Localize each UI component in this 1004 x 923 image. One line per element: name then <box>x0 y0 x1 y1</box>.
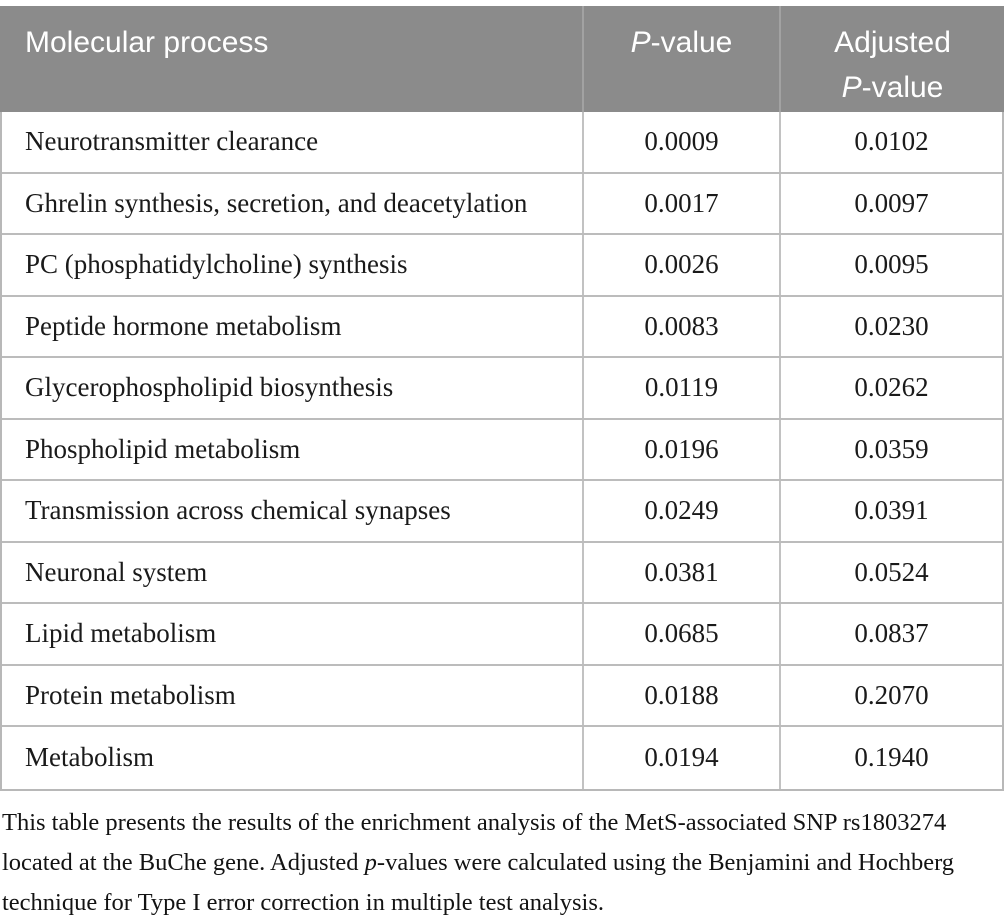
adjusted-p-value-cell: 0.0391 <box>779 481 1002 541</box>
adjusted-p-italic-p: P <box>841 71 862 104</box>
table-row: Transmission across chemical synapses 0.… <box>2 481 1002 543</box>
table-row: Neuronal system 0.0381 0.0524 <box>2 542 1002 604</box>
column-header-adjusted-p-value: Adjusted P-value <box>779 6 1004 112</box>
p-value-cell: 0.0381 <box>582 542 779 602</box>
p-value-cell: 0.0083 <box>582 296 779 356</box>
process-cell: Neurotransmitter clearance <box>25 126 319 157</box>
process-cell: Protein metabolism <box>25 679 236 710</box>
footnote-text-2: -values were calculated using the Benjam… <box>2 848 955 916</box>
p-value-rest: -value <box>650 26 733 59</box>
process-cell: Ghrelin synthesis, secretion, and deacet… <box>25 187 528 218</box>
adjusted-p-value-cell: 0.2070 <box>779 665 1002 725</box>
process-cell: PC (phosphatidylcholine) synthesis <box>25 249 408 280</box>
p-value-cell: 0.0685 <box>582 604 779 664</box>
adjusted-p-value-cell: 0.0102 <box>779 112 1002 172</box>
adjusted-p-value-cell: 0.0262 <box>779 358 1002 418</box>
adjusted-p-value-cell: 0.0095 <box>779 235 1002 295</box>
table-row: Neurotransmitter clearance 0.0009 0.0102 <box>2 112 1002 174</box>
process-cell: Lipid metabolism <box>25 618 217 649</box>
table-row: Phospholipid metabolism 0.0196 0.0359 <box>2 419 1002 481</box>
adjusted-p-value-cell: 0.0359 <box>779 419 1002 479</box>
table-body: Neurotransmitter clearance 0.0009 0.0102… <box>0 112 1004 791</box>
p-value-cell: 0.0026 <box>582 235 779 295</box>
p-value-cell: 0.0194 <box>582 727 779 789</box>
footnote-italic-p: p <box>364 848 377 876</box>
enrichment-table: Molecular process P-value Adjusted P-val… <box>0 6 1004 791</box>
table-row: Metabolism 0.0194 0.1940 <box>2 727 1002 789</box>
p-value-italic-p: P <box>630 26 651 59</box>
adjusted-p-value-cell: 0.1940 <box>779 727 1002 789</box>
adjusted-p-value-cell: 0.0097 <box>779 173 1002 233</box>
adjusted-p-rest: -value <box>861 71 944 104</box>
p-value-cell: 0.0249 <box>582 481 779 541</box>
table-row: Ghrelin synthesis, secretion, and deacet… <box>2 173 1002 235</box>
table-row: Protein metabolism 0.0188 0.2070 <box>2 665 1002 727</box>
column-header-molecular-process: Molecular process <box>25 26 269 59</box>
p-value-cell: 0.0017 <box>582 173 779 233</box>
table-row: Glycerophospholipid biosynthesis 0.0119 … <box>2 358 1002 420</box>
adjusted-p-value-line2: P-value <box>781 65 1004 110</box>
table-row: PC (phosphatidylcholine) synthesis 0.002… <box>2 235 1002 297</box>
p-value-cell: 0.0119 <box>582 358 779 418</box>
footnote-text-1: This table presents the results of the e… <box>2 808 947 876</box>
p-value-cell: 0.0009 <box>582 112 779 172</box>
process-cell: Peptide hormone metabolism <box>25 310 342 341</box>
process-cell: Transmission across chemical synapses <box>25 495 451 526</box>
table-footnote: This table presents the results of the e… <box>2 803 1004 923</box>
table-header-row: Molecular process P-value Adjusted P-val… <box>0 6 1004 112</box>
adjusted-p-value-cell: 0.0230 <box>779 296 1002 356</box>
process-cell: Phospholipid metabolism <box>25 433 301 464</box>
process-cell: Glycerophospholipid biosynthesis <box>25 372 394 403</box>
p-value-cell: 0.0196 <box>582 419 779 479</box>
process-cell: Neuronal system <box>25 556 208 587</box>
process-cell: Metabolism <box>25 742 154 773</box>
adjusted-p-value-cell: 0.0524 <box>779 542 1002 602</box>
p-value-cell: 0.0188 <box>582 665 779 725</box>
adjusted-label: Adjusted <box>834 26 951 59</box>
table-row: Lipid metabolism 0.0685 0.0837 <box>2 604 1002 666</box>
table-row: Peptide hormone metabolism 0.0083 0.0230 <box>2 296 1002 358</box>
adjusted-p-value-cell: 0.0837 <box>779 604 1002 664</box>
column-header-p-value: P-value <box>582 6 779 112</box>
